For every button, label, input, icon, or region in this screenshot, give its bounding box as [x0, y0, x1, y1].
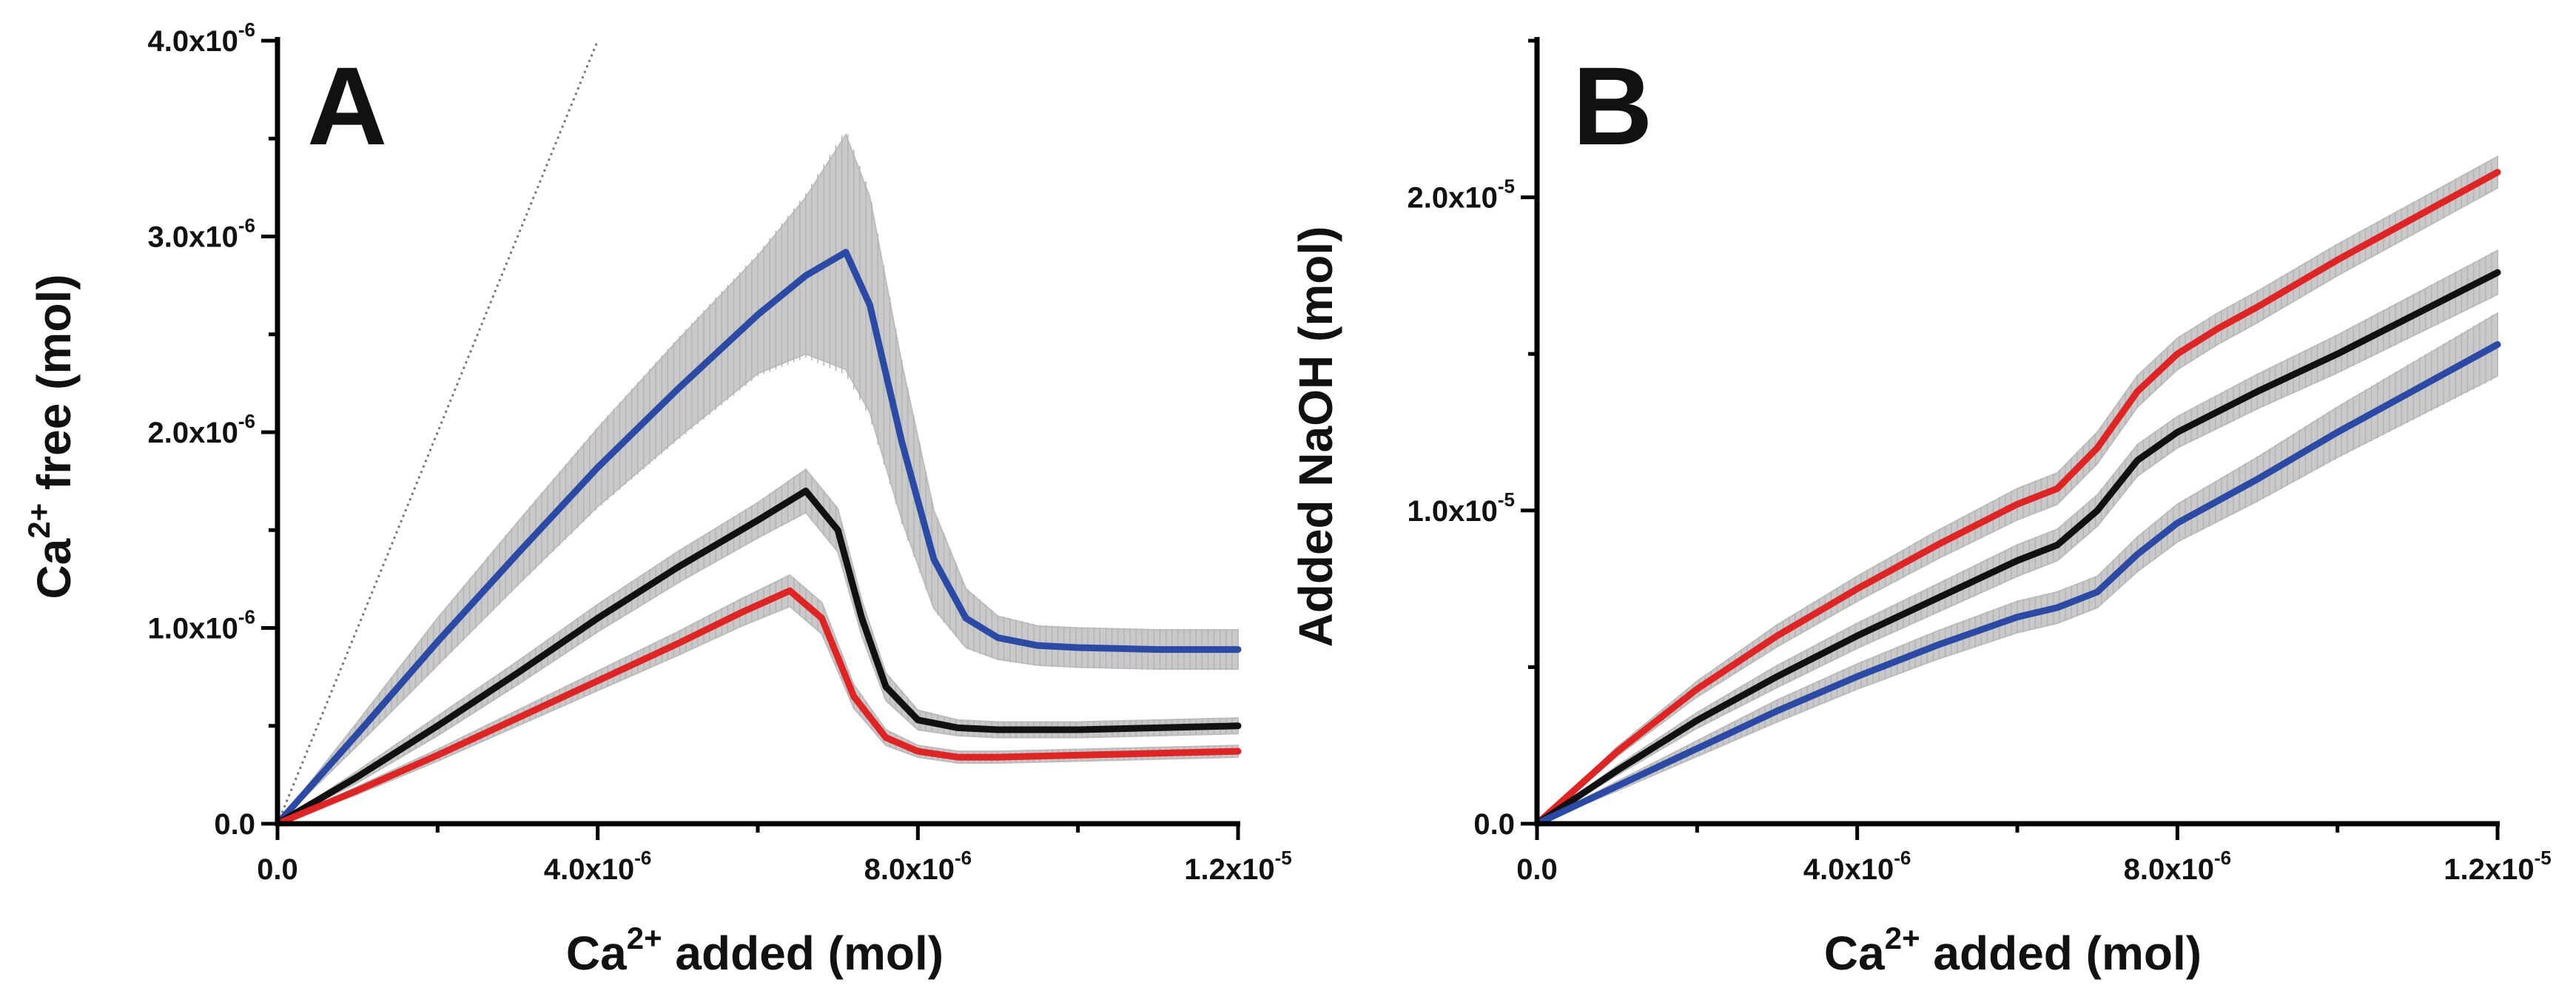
y-tick-label: 1.0x10-6: [148, 606, 255, 645]
y-axis-title: Added NaOH (mol): [1289, 226, 1342, 648]
reference-line: [276, 40, 599, 824]
series-blue: [1533, 312, 2501, 827]
y-tick-label: 3.0x10-6: [148, 215, 255, 254]
y-tick-label: 0.0: [1473, 808, 1515, 841]
x-tick-label: 1.2x10-5: [1184, 847, 1291, 886]
x-tick-label: 8.0x10-6: [2124, 847, 2231, 886]
series-red: [1533, 155, 2501, 827]
error-band-blue: [277, 132, 1239, 824]
series-line-blue: [1533, 341, 2501, 827]
x-tick-label: 0.0: [257, 853, 298, 886]
series-line-red: [274, 587, 1242, 827]
x-tick-label: 4.0x10-6: [544, 847, 651, 886]
x-tick-label: 0.0: [1516, 853, 1558, 886]
error-bars-blue: [283, 134, 1233, 819]
x-tick-label: 8.0x10-6: [864, 847, 972, 886]
panel-letter: B: [1573, 44, 1652, 168]
series-line-blue: [274, 249, 1242, 827]
y-tick-label: 0.0: [214, 808, 255, 841]
x-tick-label: 4.0x10-6: [1803, 847, 1911, 886]
panel-b: 0.0 4.0x10-6 8.0x10-6 1.2x10-5 0.0 1.0x10-5 2.…: [1289, 37, 2552, 980]
series-black: [274, 468, 1242, 827]
panel-a: 0.0 4.0x10-6 8.0x10-6 1.2x10-5 0.0 1.0x10-6 2.…: [21, 19, 1292, 980]
y-axis-title: Ca2+ free (mol): [21, 274, 81, 599]
x-axis-title: Ca2+ added (mol): [566, 921, 944, 980]
series-line-black: [1533, 269, 2501, 827]
x-axis-title: Ca2+ added (mol): [1824, 921, 2202, 980]
series-red: [274, 574, 1242, 827]
series-line-black: [274, 487, 1242, 827]
y-tick-label: 2.0x10-5: [1408, 175, 1515, 215]
y-tick-label: 2.0x10-6: [148, 410, 255, 449]
error-bars-red: [283, 575, 1233, 822]
x-tick-label: 1.2x10-5: [2444, 847, 2551, 886]
y-tick-label: 1.0x10-5: [1408, 488, 1515, 528]
y-tick-label: 4.0x10-6: [148, 19, 255, 58]
series-blue: [274, 132, 1242, 827]
series-line-red: [1533, 169, 2501, 827]
series-black: [1533, 249, 2501, 827]
panel-letter: A: [307, 44, 387, 168]
